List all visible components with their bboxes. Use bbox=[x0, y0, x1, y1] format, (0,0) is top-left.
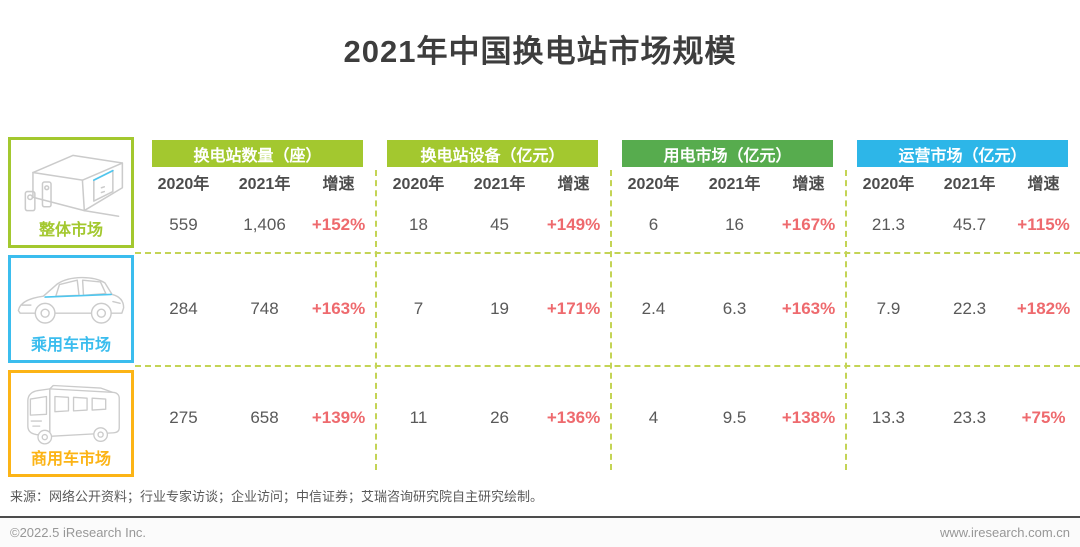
value-cell: 23.3 bbox=[952, 407, 987, 427]
value-cell: 18 bbox=[409, 214, 428, 234]
growth-cell: +152% bbox=[311, 214, 366, 234]
footer-bar: ©2022.5 iResearch Inc. www.iresearch.com… bbox=[0, 518, 1080, 547]
col-2020-label: 2020年 bbox=[862, 176, 915, 193]
growth-cell: +182% bbox=[1016, 298, 1071, 318]
table-row: 284 748 +163% bbox=[140, 252, 375, 365]
col-growth-label: 增速 bbox=[557, 176, 590, 193]
value-cell: 284 bbox=[169, 298, 198, 318]
col-2021-label: 2021年 bbox=[473, 176, 526, 193]
commercial-bus-icon bbox=[27, 384, 120, 445]
col-growth-label: 增速 bbox=[1027, 176, 1060, 193]
market-label-commercial: 商用车市场 bbox=[30, 451, 111, 468]
growth-cell: +138% bbox=[781, 407, 836, 427]
value-cell: 11 bbox=[409, 407, 428, 427]
growth-cell: +171% bbox=[546, 298, 601, 318]
value-cell: 9.5 bbox=[722, 407, 747, 427]
value-cell: 26 bbox=[490, 407, 509, 427]
table-row: 6 16 +167% bbox=[610, 197, 845, 252]
table-row: 2.4 6.3 +163% bbox=[610, 252, 845, 365]
growth-cell: +149% bbox=[546, 214, 601, 234]
website-link[interactable]: www.iresearch.com.cn bbox=[939, 525, 1070, 540]
passenger-car-icon bbox=[17, 276, 125, 324]
value-cell: 16 bbox=[725, 214, 744, 234]
value-cell: 658 bbox=[250, 407, 279, 427]
col-2021-label: 2021年 bbox=[238, 176, 291, 193]
subheader-row: 2020年 2021年 增速 bbox=[610, 167, 845, 197]
table-row: 4 9.5 +138% bbox=[610, 365, 845, 470]
table-row: 7 19 +171% bbox=[375, 252, 610, 365]
value-cell: 13.3 bbox=[871, 407, 906, 427]
growth-cell: +136% bbox=[546, 407, 601, 427]
value-cell: 7.9 bbox=[876, 298, 901, 318]
group-station-count: 换电站数量（座） 2020年 2021年 增速 559 1,406 +152% … bbox=[140, 140, 375, 470]
value-cell: 19 bbox=[490, 298, 509, 318]
row-divider bbox=[135, 252, 1080, 254]
col-2021-label: 2021年 bbox=[943, 176, 996, 193]
value-cell: 45.7 bbox=[952, 214, 987, 234]
market-box-commercial: 商用车市场 bbox=[8, 370, 134, 477]
market-box-passenger: 乘用车市场 bbox=[8, 255, 134, 363]
group-header-operation-market: 运营市场（亿元） bbox=[857, 140, 1068, 167]
market-label-passenger: 乘用车市场 bbox=[30, 337, 111, 354]
table-row: 18 45 +149% bbox=[375, 197, 610, 252]
value-cell: 275 bbox=[169, 407, 198, 427]
value-cell: 22.3 bbox=[952, 298, 987, 318]
group-operation-market: 运营市场（亿元） 2020年 2021年 增速 21.3 45.7 +115% … bbox=[845, 140, 1080, 470]
value-cell: 1,406 bbox=[243, 214, 286, 234]
subheader-row: 2020年 2021年 增速 bbox=[845, 167, 1080, 197]
subheader-row: 2020年 2021年 增速 bbox=[375, 167, 610, 197]
value-cell: 559 bbox=[169, 214, 198, 234]
market-table: 换电站数量（座） 2020年 2021年 增速 559 1,406 +152% … bbox=[140, 140, 1080, 470]
value-cell: 7 bbox=[413, 298, 424, 318]
table-row: 21.3 45.7 +115% bbox=[845, 197, 1080, 252]
table-row: 11 26 +136% bbox=[375, 365, 610, 470]
value-cell: 2.4 bbox=[641, 298, 666, 318]
group-header-station-count: 换电站数量（座） bbox=[152, 140, 363, 167]
growth-cell: +163% bbox=[781, 298, 836, 318]
table-row: 559 1,406 +152% bbox=[140, 197, 375, 252]
group-divider bbox=[610, 170, 612, 470]
page-title: 2021年中国换电站市场规模 bbox=[343, 34, 737, 69]
value-cell: 21.3 bbox=[871, 214, 906, 234]
growth-cell: +139% bbox=[311, 407, 366, 427]
group-station-equipment: 换电站设备（亿元） 2020年 2021年 增速 18 45 +149% 7 1… bbox=[375, 140, 610, 470]
value-cell: 4 bbox=[648, 407, 659, 427]
col-growth-label: 增速 bbox=[792, 176, 825, 193]
row-divider bbox=[135, 365, 1080, 367]
footer-divider bbox=[0, 516, 1080, 518]
market-box-overall: 整体市场 bbox=[8, 137, 134, 248]
growth-cell: +115% bbox=[1017, 214, 1070, 234]
group-electricity-market: 用电市场（亿元） 2020年 2021年 增速 6 16 +167% 2.4 6… bbox=[610, 140, 845, 470]
group-divider bbox=[375, 170, 377, 470]
table-row: 13.3 23.3 +75% bbox=[845, 365, 1080, 470]
market-label-overall: 整体市场 bbox=[38, 222, 103, 239]
group-divider bbox=[845, 170, 847, 470]
value-cell: 6.3 bbox=[722, 298, 747, 318]
subheader-row: 2020年 2021年 增速 bbox=[140, 167, 375, 197]
col-2021-label: 2021年 bbox=[708, 176, 761, 193]
battery-swap-station-icon bbox=[24, 154, 124, 218]
value-cell: 45 bbox=[490, 214, 509, 234]
copyright-text: ©2022.5 iResearch Inc. bbox=[10, 525, 147, 540]
col-2020-label: 2020年 bbox=[157, 176, 210, 193]
table-row: 7.9 22.3 +182% bbox=[845, 252, 1080, 365]
col-2020-label: 2020年 bbox=[392, 176, 445, 193]
table-row: 275 658 +139% bbox=[140, 365, 375, 470]
growth-cell: +167% bbox=[781, 214, 836, 234]
growth-cell: +75% bbox=[1021, 407, 1066, 427]
market-icon-column: 整体市场 乘用车市场 bbox=[8, 137, 134, 484]
group-header-station-equipment: 换电站设备（亿元） bbox=[387, 140, 598, 167]
value-cell: 748 bbox=[250, 298, 279, 318]
value-cell: 6 bbox=[648, 214, 659, 234]
growth-cell: +163% bbox=[311, 298, 366, 318]
source-note: 来源：网络公开资料；行业专家访谈；企业访问；中信证券；艾瑞咨询研究院自主研究绘制… bbox=[10, 489, 544, 504]
group-header-electricity-market: 用电市场（亿元） bbox=[622, 140, 833, 167]
col-growth-label: 增速 bbox=[322, 176, 355, 193]
col-2020-label: 2020年 bbox=[627, 176, 680, 193]
